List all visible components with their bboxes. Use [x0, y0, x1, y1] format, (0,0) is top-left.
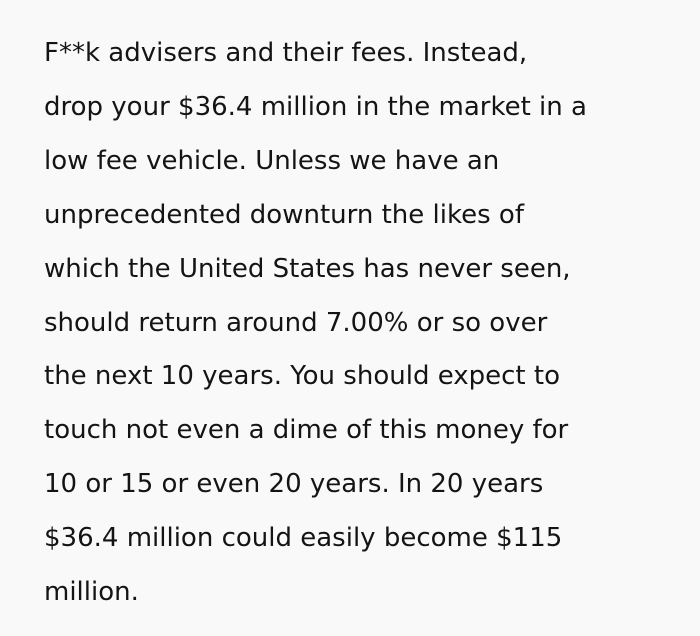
text-line: low fee vehicle. Unless we have an: [44, 145, 500, 176]
text-line: 10 or 15 or even 20 years. In 20 years: [44, 469, 544, 500]
text-paragraph: F**k advisers and their fees. Instead, d…: [44, 27, 587, 620]
text-line: should return around 7.00% or so over: [44, 307, 548, 338]
text-line: $36.4 million could easily become $115: [44, 523, 563, 554]
text-line: million.: [44, 577, 139, 608]
text-line: the next 10 years. You should expect to: [44, 361, 560, 392]
text-line: F**k advisers and their fees. Instead,: [44, 38, 528, 68]
text-line: which the United States has never seen,: [44, 253, 571, 284]
text-line: drop your $36.4 million in the market in…: [44, 91, 587, 122]
text-line: unprecedented downturn the likes of: [44, 199, 524, 230]
text-line: touch not even a dime of this money for: [44, 415, 569, 446]
